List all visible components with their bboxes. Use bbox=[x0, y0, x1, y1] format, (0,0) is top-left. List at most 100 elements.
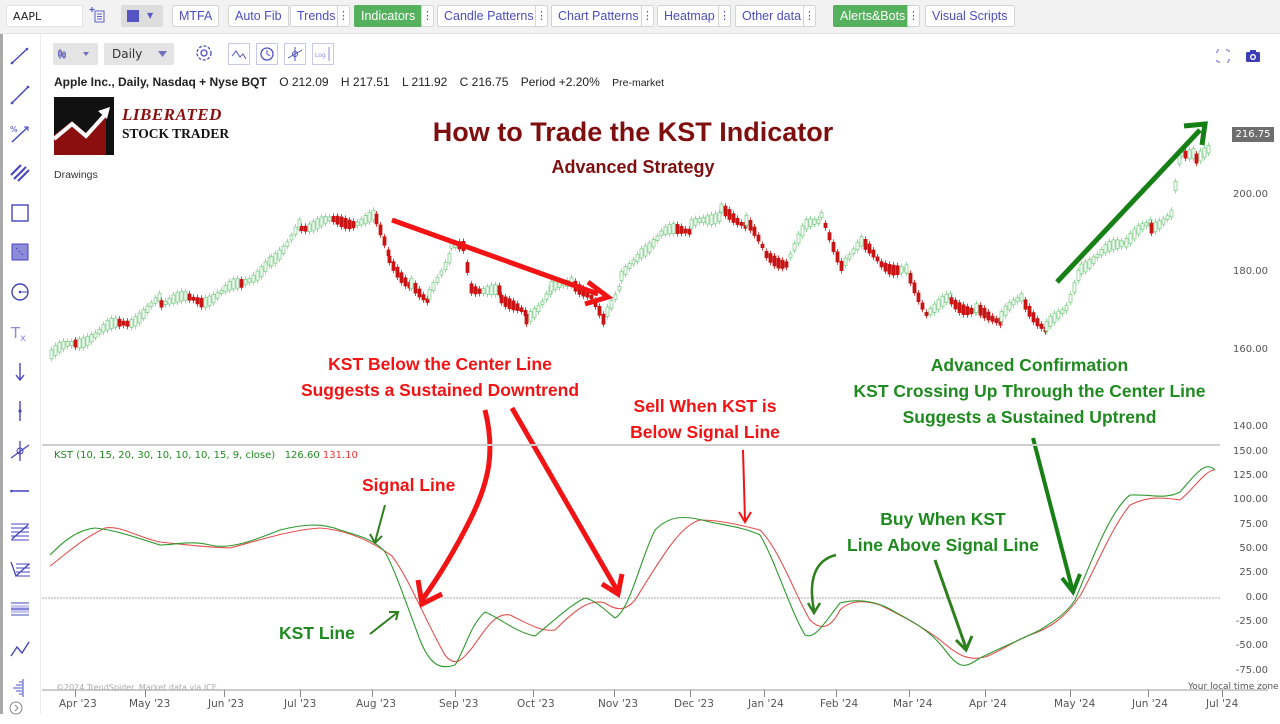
color-picker-button[interactable]: ▼ bbox=[121, 5, 163, 27]
chart-type-dropdown[interactable] bbox=[53, 43, 98, 65]
annotation-line: Advanced Confirmation bbox=[930, 355, 1129, 375]
fib-extension-tool-icon[interactable] bbox=[8, 558, 32, 582]
kst-legend[interactable]: KST (10, 15, 20, 30, 10, 10, 10, 15, 9, … bbox=[54, 450, 358, 461]
kst-axis-label: 0.00 bbox=[1245, 592, 1268, 603]
pane-divider[interactable] bbox=[42, 444, 1220, 446]
zone-tool-icon[interactable] bbox=[8, 597, 32, 621]
symbol-input[interactable]: AAPL bbox=[6, 5, 83, 27]
interval-value: Daily bbox=[112, 47, 143, 61]
circle-tool-icon[interactable] bbox=[8, 280, 32, 304]
x-axis-label: May '24 bbox=[1054, 698, 1096, 710]
arrow-down-tool-icon[interactable] bbox=[8, 360, 32, 384]
other-data-button[interactable]: Other data bbox=[735, 5, 809, 27]
x-axis-label: Jun '23 bbox=[208, 698, 244, 710]
x-axis-tick bbox=[764, 690, 765, 697]
buy-arrow bbox=[933, 559, 968, 649]
vertical-line-tool-icon[interactable] bbox=[8, 399, 32, 423]
x-axis-tick bbox=[372, 690, 373, 697]
below-center-arrow-1 bbox=[419, 409, 493, 602]
below-center-arrow-1-head bbox=[415, 579, 444, 608]
chart-title: How to Trade the KST Indicator bbox=[432, 117, 834, 147]
ray-tool-icon[interactable] bbox=[8, 83, 32, 107]
chart-subtitle: Advanced Strategy bbox=[551, 157, 715, 177]
camera-icon[interactable] bbox=[1245, 48, 1261, 67]
horizontal-line-tool-icon[interactable] bbox=[8, 479, 32, 503]
crosshair-line-tool-icon[interactable] bbox=[8, 439, 32, 463]
watchlist-add-icon[interactable] bbox=[88, 6, 108, 26]
annotation-kst-line: KST Line bbox=[279, 623, 355, 643]
kst-axis-label: 50.00 bbox=[1239, 543, 1268, 554]
instrument-name: Apple Inc., Daily, Nasdaq + Nyse BQT bbox=[54, 75, 267, 89]
heatmap-button[interactable]: Heatmap bbox=[657, 5, 722, 27]
annotation-line: Buy When KST bbox=[880, 509, 1006, 529]
below-center-arrow-2-head bbox=[600, 573, 625, 599]
timezone-label[interactable]: Your local time zone bbox=[1188, 682, 1279, 692]
chart-patterns-more-icon[interactable]: ⋮ bbox=[641, 5, 654, 27]
svg-text:%: % bbox=[10, 125, 18, 134]
kst-line-pointer-head bbox=[389, 611, 400, 621]
visual-scripts-button[interactable]: Visual Scripts bbox=[925, 5, 1015, 27]
chevron-down-icon: ▼ bbox=[147, 11, 154, 20]
chart-patterns-button[interactable]: Chart Patterns bbox=[551, 5, 646, 27]
log-scale-icon[interactable]: Log bbox=[312, 43, 334, 65]
candle-patterns-more-icon[interactable]: ⋮ bbox=[535, 5, 548, 27]
x-axis-tick bbox=[909, 690, 910, 697]
candle-patterns-button[interactable]: Candle Patterns bbox=[437, 5, 541, 27]
downtrend-arrow-head bbox=[584, 280, 614, 307]
x-axis-label: Aug '23 bbox=[356, 698, 397, 710]
chevron-down-icon bbox=[158, 51, 167, 57]
indicators-more-icon[interactable]: ⋮ bbox=[421, 5, 434, 27]
x-axis-tick bbox=[614, 690, 615, 697]
open-value: O 212.09 bbox=[279, 75, 329, 89]
signal-value: 131.10 bbox=[322, 450, 358, 461]
close-value: C 216.75 bbox=[459, 75, 509, 89]
x-axis-tick bbox=[690, 690, 691, 697]
settings-icon[interactable] bbox=[194, 43, 216, 65]
crosshair-icon[interactable] bbox=[284, 43, 306, 65]
interval-dropdown[interactable]: Daily bbox=[104, 43, 174, 65]
clock-icon[interactable] bbox=[256, 43, 278, 65]
kst-line-pointer bbox=[369, 611, 399, 635]
trends-more-icon[interactable]: ⋮ bbox=[337, 5, 350, 27]
fib-retracement-tool-icon[interactable] bbox=[8, 519, 32, 543]
indicators-button[interactable]: Indicators bbox=[354, 5, 423, 27]
price-axis-label: 200.00 bbox=[1233, 189, 1268, 200]
alerts-bots-button[interactable]: Alerts&Bots bbox=[833, 5, 913, 27]
price-axis-label: 140.00 bbox=[1233, 421, 1268, 432]
low-value: L 211.92 bbox=[401, 75, 448, 89]
kst-params: KST (10, 15, 20, 30, 10, 10, 10, 15, 9, … bbox=[54, 450, 276, 461]
trend-icon[interactable] bbox=[228, 43, 250, 65]
high-value: H 217.51 bbox=[340, 75, 390, 89]
filled-rectangle-tool-icon[interactable] bbox=[8, 240, 32, 264]
channel-tool-icon[interactable] bbox=[8, 160, 32, 184]
x-axis-label: Apr '24 bbox=[969, 698, 1007, 710]
percent-line-tool-icon[interactable]: % bbox=[8, 122, 32, 146]
price-axis-label: 160.00 bbox=[1233, 344, 1268, 355]
kst-axis-label: 150.00 bbox=[1233, 446, 1268, 457]
mtfa-button[interactable]: MTFA bbox=[172, 5, 220, 27]
svg-text:T: T bbox=[10, 324, 21, 342]
x-axis-label: Jul '23 bbox=[284, 698, 317, 710]
x-axis-tick bbox=[836, 690, 837, 697]
alerts-bots-more-icon[interactable]: ⋮ bbox=[907, 5, 920, 27]
x-axis-label: Sep '23 bbox=[439, 698, 479, 710]
annotation-line: Line Above Signal Line bbox=[847, 535, 1039, 555]
volume-profile-tool-icon[interactable] bbox=[8, 676, 32, 700]
annotation-sell: Sell When KST is Below Signal Line bbox=[610, 393, 800, 445]
rectangle-tool-icon[interactable] bbox=[8, 201, 32, 225]
trendline-tool-icon[interactable] bbox=[8, 44, 32, 68]
fullscreen-icon[interactable] bbox=[1216, 48, 1230, 67]
polyline-tool-icon[interactable] bbox=[8, 637, 32, 661]
x-axis-tick bbox=[1070, 690, 1071, 697]
other-data-more-icon[interactable]: ⋮ bbox=[803, 5, 816, 27]
auto-fib-button[interactable]: Auto Fib bbox=[228, 5, 289, 27]
annotation-line: Suggests a Sustained Uptrend bbox=[902, 407, 1157, 427]
annotation-line: KST Below the Center Line bbox=[328, 354, 552, 374]
heatmap-more-icon[interactable]: ⋮ bbox=[718, 5, 731, 27]
trends-button[interactable]: Trends bbox=[290, 5, 343, 27]
period-change: Period +2.20% bbox=[520, 75, 600, 89]
top-toolbar: AAPL ▼ MTFA Auto Fib Trends ⋮ Indicators… bbox=[0, 0, 1280, 34]
